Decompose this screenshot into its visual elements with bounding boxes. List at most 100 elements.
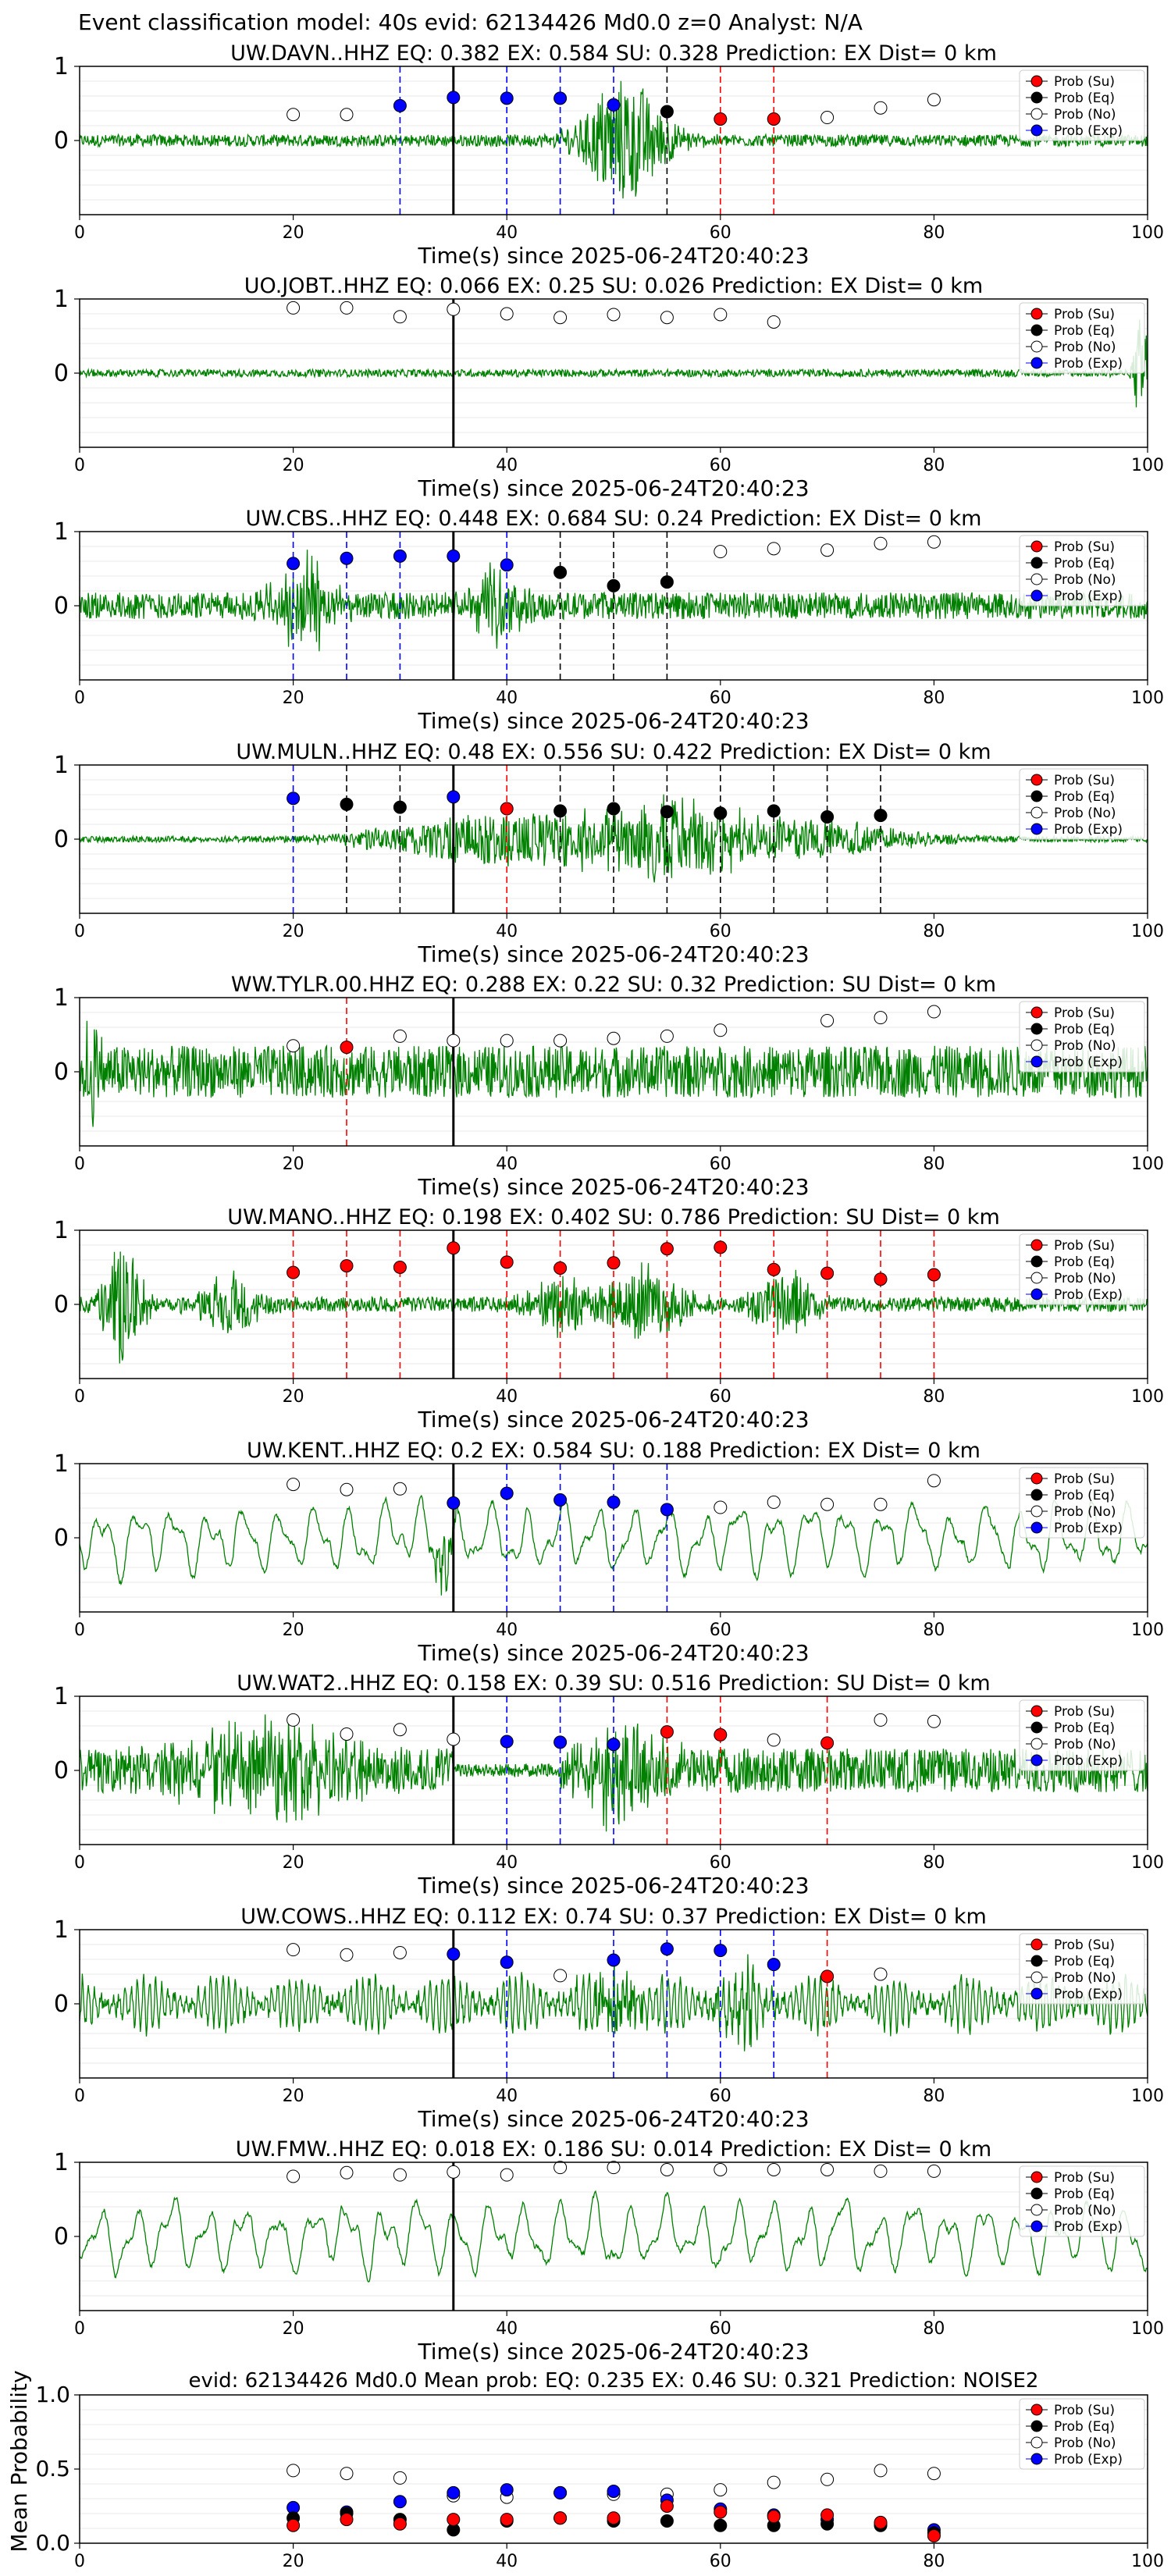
x-tick-label: 0 (74, 223, 85, 243)
legend-label: Prob (Exp) (1054, 589, 1123, 604)
legend-label: Prob (Su) (1054, 1471, 1115, 1487)
prob-marker-su (340, 1259, 354, 1273)
legend-marker-su (1030, 2171, 1043, 2183)
x-tick-label: 100 (1131, 1387, 1164, 1407)
legend-marker-no (1030, 2204, 1043, 2216)
legend-label: Prob (Su) (1054, 307, 1115, 322)
x-tick-label: 100 (1131, 1155, 1164, 1174)
prob-marker-su (553, 1261, 568, 1275)
x-tick-label: 80 (923, 1621, 945, 1640)
prob-marker-exp (607, 98, 621, 112)
prob-marker-su (660, 1725, 674, 1739)
prob-marker-no (927, 1474, 941, 1488)
x-tick-label: 80 (923, 2552, 945, 2571)
legend-label: Prob (Eq) (1054, 1488, 1115, 1503)
panel-2: UW.CBS..HHZ EQ: 0.448 EX: 0.684 SU: 0.24… (54, 507, 1164, 734)
legend-label: Prob (Eq) (1054, 91, 1115, 106)
legend-marker-eq (1030, 557, 1043, 569)
legend-marker-eq (1030, 2420, 1043, 2432)
mean-marker-eq (714, 2518, 728, 2532)
x-tick-label: 100 (1131, 2319, 1164, 2339)
prob-marker-eq (660, 575, 674, 589)
legend-box (1019, 302, 1145, 374)
prob-marker-su (447, 1241, 461, 1255)
legend-label: Prob (Exp) (1054, 1753, 1123, 1769)
prob-marker-su (874, 1272, 888, 1286)
prob-marker-eq (660, 805, 674, 819)
x-tick-label: 40 (496, 456, 518, 475)
legend-box (1019, 535, 1145, 607)
mean-marker-su (820, 2508, 835, 2522)
mean-marker-exp (447, 2485, 461, 2500)
prob-marker-no (393, 1029, 407, 1043)
mean-marker-no (874, 2464, 888, 2478)
prob-marker-no (340, 1948, 354, 1962)
prob-marker-exp (660, 1503, 674, 1517)
legend-label: Prob (Eq) (1054, 789, 1115, 805)
panel-5: UW.MANO..HHZ EQ: 0.198 EX: 0.402 SU: 0.7… (54, 1205, 1164, 1432)
legend-marker-exp (1030, 823, 1043, 835)
prob-marker-no (607, 2161, 621, 2175)
prob-marker-su (927, 1268, 941, 1282)
legend-marker-no (1030, 573, 1043, 585)
mean-marker-eq (660, 2514, 674, 2528)
panel-7: UW.WAT2..HHZ EQ: 0.158 EX: 0.39 SU: 0.51… (54, 1671, 1164, 1898)
legend-label: Prob (Su) (1054, 2170, 1115, 2186)
legend-marker-su (1030, 75, 1043, 87)
y-tick-label: 1 (54, 752, 69, 779)
legend-marker-exp (1030, 1055, 1043, 1068)
legend-label: Prob (No) (1054, 1737, 1116, 1752)
prob-marker-no (820, 1497, 835, 1511)
panel-4: WW.TYLR.00.HHZ EQ: 0.288 EX: 0.22 SU: 0.… (54, 973, 1164, 1200)
prob-marker-no (927, 1714, 941, 1728)
prob-marker-exp (607, 1495, 621, 1509)
prob-marker-exp (447, 1947, 461, 1961)
y-tick-label: 0 (54, 826, 69, 853)
legend-marker-eq (1030, 1721, 1043, 1734)
legend-label: Prob (Su) (1054, 1704, 1115, 1720)
prob-marker-no (874, 1967, 888, 1981)
x-tick-label: 100 (1131, 223, 1164, 243)
legend-label: Prob (Eq) (1054, 1254, 1115, 1270)
mean-marker-su (607, 2511, 621, 2525)
x-tick-label: 60 (710, 223, 731, 243)
x-tick-label: 20 (283, 688, 304, 708)
panel-title: UW.COWS..HHZ EQ: 0.112 EX: 0.74 SU: 0.37… (240, 1905, 987, 1929)
prob-marker-no (340, 2165, 354, 2179)
legend-marker-no (1030, 108, 1043, 120)
legend-marker-no (1030, 806, 1043, 819)
legend-box (1019, 69, 1145, 141)
prob-marker-no (447, 302, 461, 316)
panel-1: UO.JOBT..HHZ EQ: 0.066 EX: 0.25 SU: 0.02… (54, 274, 1164, 501)
prob-marker-no (447, 2165, 461, 2179)
x-tick-label: 60 (710, 688, 731, 708)
legend-marker-exp (1030, 1754, 1043, 1767)
panel-title: UO.JOBT..HHZ EQ: 0.066 EX: 0.25 SU: 0.02… (244, 274, 983, 298)
prob-marker-exp (714, 1944, 728, 1958)
legend-label: Prob (Exp) (1054, 2219, 1123, 2235)
prob-marker-exp (340, 551, 354, 565)
prob-marker-su (714, 112, 728, 126)
prob-marker-exp (287, 792, 301, 806)
prob-marker-no (767, 315, 781, 329)
prob-marker-exp (500, 91, 514, 105)
prob-marker-no (660, 1029, 674, 1043)
waveform-trace (79, 319, 1148, 407)
x-tick-label: 80 (923, 2087, 945, 2106)
prob-marker-eq (553, 804, 568, 818)
x-tick-label: 0 (74, 2087, 85, 2106)
legend-marker-su (1030, 308, 1043, 320)
prob-marker-su (714, 1240, 728, 1254)
x-tick-label: 80 (923, 1853, 945, 1873)
prob-marker-no (447, 1034, 461, 1048)
prob-marker-exp (553, 91, 568, 105)
mean-marker-su (287, 2518, 301, 2532)
prob-marker-no (447, 1732, 461, 1746)
prob-marker-no (714, 1023, 728, 1037)
legend-marker-exp (1030, 589, 1043, 602)
prob-marker-no (500, 2168, 514, 2182)
prob-marker-no (607, 1031, 621, 1045)
x-axis-label: Time(s) since 2025-06-24T20:40:23 (417, 1407, 809, 1432)
prob-marker-exp (447, 1496, 461, 1510)
